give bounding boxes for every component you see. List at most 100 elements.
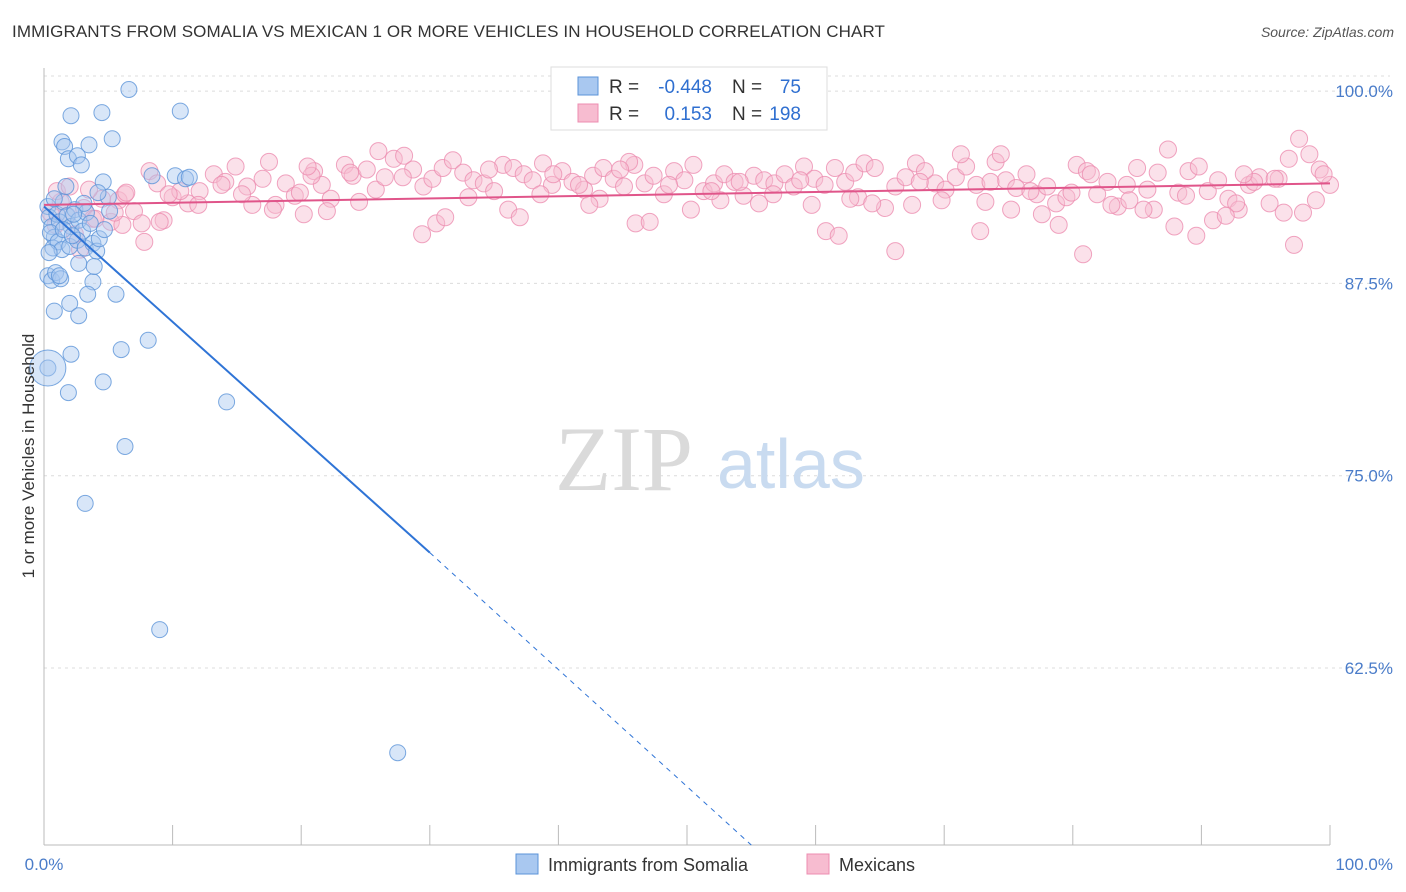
data-point (903, 195, 922, 214)
legend-n-label-mexicans: N = (732, 104, 762, 125)
data-point (190, 182, 209, 201)
data-point (120, 81, 138, 98)
data-point (107, 285, 125, 303)
data-point (298, 157, 317, 176)
data-point (263, 200, 282, 219)
data-point (1138, 180, 1157, 199)
data-point (101, 202, 119, 220)
data-point (305, 162, 324, 181)
data-point (464, 171, 483, 190)
data-point (1187, 226, 1206, 245)
data-point (660, 175, 678, 194)
data-point (1189, 157, 1208, 176)
data-point (95, 221, 113, 239)
x-axis-ticks (172, 825, 1331, 845)
data-point (1165, 217, 1184, 236)
data-point (523, 171, 542, 190)
data-point (253, 169, 272, 188)
data-point (684, 155, 703, 174)
data-point (79, 285, 97, 303)
data-point (863, 194, 882, 213)
data-point (896, 168, 915, 187)
data-point (795, 157, 813, 176)
data-point (384, 149, 403, 168)
data-point (143, 167, 161, 185)
legend-swatch-somalia (577, 76, 599, 96)
data-point (1038, 177, 1057, 196)
data-point (681, 200, 700, 219)
watermark-atlas: atlas (717, 425, 865, 503)
legend-n-value-mexicans: 198 (769, 104, 801, 125)
data-point (171, 102, 189, 120)
data-point (1049, 215, 1068, 234)
data-point (531, 185, 550, 204)
data-point (1300, 145, 1319, 164)
data-point (233, 185, 251, 204)
stats-legend: R = -0.448 N = 75 R = 0.153 N = 198 (550, 66, 828, 131)
data-point (1294, 203, 1312, 222)
data-point (1047, 194, 1066, 213)
data-point (1314, 165, 1333, 184)
data-point (312, 175, 331, 194)
data-point (791, 171, 810, 190)
data-point (45, 302, 63, 320)
legend-r-value-mexicans: 0.153 (664, 104, 712, 125)
data-point (189, 195, 208, 214)
legend-n-label-somalia: N = (732, 77, 762, 98)
data-point (369, 142, 388, 161)
data-point (504, 159, 523, 177)
data-point (1234, 165, 1253, 184)
data-point (764, 185, 783, 204)
source-label: Source: ZipAtlas.com (1260, 24, 1394, 40)
bottom-legend-somalia: Immigrants from Somalia (548, 855, 749, 875)
data-point (981, 172, 1000, 191)
data-point (910, 172, 929, 191)
data-point (443, 151, 462, 170)
data-point (53, 133, 71, 151)
data-point (150, 212, 169, 231)
data-point (1227, 194, 1246, 213)
data-point (1265, 169, 1284, 188)
data-point (90, 230, 108, 248)
data-point (615, 177, 633, 196)
y-tick-labels: 100.0% 87.5% 75.0% 62.5% (1335, 82, 1393, 678)
trend-lines (43, 182, 1331, 846)
somalia-points (29, 81, 407, 762)
data-point (580, 195, 599, 214)
data-point-large (29, 349, 67, 387)
data-point (427, 214, 446, 233)
data-point (76, 494, 94, 512)
data-point (750, 194, 768, 213)
data-point (454, 163, 473, 182)
data-point (357, 160, 376, 179)
data-point (886, 242, 905, 261)
data-point (117, 183, 136, 202)
data-point (480, 160, 498, 179)
data-point (1269, 169, 1288, 188)
data-point (395, 146, 414, 165)
data-point (815, 175, 834, 194)
data-point (626, 214, 645, 233)
data-point (139, 331, 157, 349)
y-axis-label: 1 or more Vehicles in Household (19, 334, 38, 579)
x-tick-label-max: 100.0% (1335, 855, 1393, 874)
data-point (825, 159, 844, 177)
data-point (68, 147, 86, 165)
data-point (180, 168, 198, 186)
x-tick-label-min: 0.0% (25, 855, 64, 874)
data-point (1120, 191, 1139, 210)
data-point (865, 159, 884, 177)
data-point (829, 226, 848, 245)
data-point (60, 177, 79, 196)
data-point (1102, 195, 1121, 214)
data-point (1002, 200, 1021, 219)
data-point (906, 154, 925, 173)
data-point (926, 174, 945, 193)
data-point (436, 208, 455, 227)
data-point (604, 169, 623, 188)
data-point (166, 167, 184, 185)
data-point (611, 160, 630, 179)
data-point (802, 195, 821, 214)
data-point (59, 384, 77, 402)
